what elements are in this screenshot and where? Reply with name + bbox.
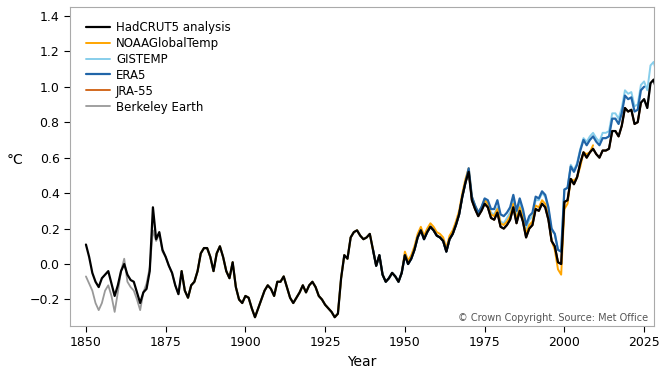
- ERA5: [503, 210, 511, 215]
- Berkeley Earth: [82, 274, 90, 279]
- NOAAGlobalTemp: [178, 269, 186, 273]
- HadCRUT5 analysis: [452, 223, 460, 227]
- ERA5: [385, 276, 393, 280]
- JRA-55: [589, 147, 597, 151]
- Berkeley Earth: [171, 283, 179, 288]
- Line: GISTEMP: GISTEMP: [182, 62, 657, 317]
- Line: Berkeley Earth: Berkeley Earth: [86, 30, 668, 317]
- GISTEMP: [251, 315, 259, 320]
- Text: © Crown Copyright. Source: Met Office: © Crown Copyright. Source: Met Office: [458, 313, 648, 323]
- Line: HadCRUT5 analysis: HadCRUT5 analysis: [86, 30, 668, 317]
- NOAAGlobalTemp: [395, 279, 403, 284]
- NOAAGlobalTemp: [356, 233, 364, 238]
- NOAAGlobalTemp: [589, 143, 597, 147]
- Y-axis label: °C: °C: [7, 153, 23, 167]
- GISTEMP: [509, 198, 517, 202]
- GISTEMP: [178, 269, 186, 273]
- JRA-55: [426, 224, 434, 229]
- X-axis label: Year: Year: [347, 355, 377, 369]
- Legend: HadCRUT5 analysis, NOAAGlobalTemp, GISTEMP, ERA5, JRA-55, Berkeley Earth: HadCRUT5 analysis, NOAAGlobalTemp, GISTE…: [81, 16, 235, 118]
- HadCRUT5 analysis: [535, 209, 543, 213]
- NOAAGlobalTemp: [484, 202, 492, 206]
- JRA-55: [452, 223, 460, 227]
- Line: JRA-55: JRA-55: [430, 103, 641, 264]
- NOAAGlobalTemp: [452, 219, 460, 224]
- ERA5: [580, 138, 588, 142]
- JRA-55: [637, 100, 645, 105]
- Berkeley Earth: [366, 232, 374, 236]
- ERA5: [640, 85, 648, 89]
- NOAAGlobalTemp: [503, 219, 511, 224]
- Berkeley Earth: [426, 224, 434, 229]
- Berkeley Earth: [452, 223, 460, 227]
- HadCRUT5 analysis: [82, 242, 90, 247]
- ERA5: [375, 253, 383, 258]
- GISTEMP: [650, 60, 658, 64]
- ERA5: [381, 279, 389, 284]
- Berkeley Earth: [251, 315, 259, 320]
- JRA-55: [557, 262, 565, 266]
- ERA5: [401, 253, 409, 258]
- NOAAGlobalTemp: [293, 296, 301, 300]
- HadCRUT5 analysis: [366, 232, 374, 236]
- JRA-55: [512, 221, 520, 226]
- Line: NOAAGlobalTemp: NOAAGlobalTemp: [182, 145, 593, 317]
- JRA-55: [522, 235, 530, 240]
- Berkeley Earth: [535, 209, 543, 213]
- HadCRUT5 analysis: [426, 224, 434, 229]
- NOAAGlobalTemp: [251, 315, 259, 320]
- GISTEMP: [430, 228, 438, 233]
- ERA5: [369, 247, 377, 252]
- Berkeley Earth: [627, 108, 635, 112]
- GISTEMP: [653, 72, 661, 77]
- JRA-55: [624, 109, 632, 114]
- GISTEMP: [449, 232, 457, 236]
- GISTEMP: [573, 161, 581, 165]
- JRA-55: [458, 194, 466, 199]
- HadCRUT5 analysis: [171, 283, 179, 288]
- HadCRUT5 analysis: [251, 315, 259, 320]
- ERA5: [602, 136, 610, 140]
- HadCRUT5 analysis: [627, 108, 635, 112]
- Line: ERA5: ERA5: [373, 87, 644, 282]
- GISTEMP: [337, 276, 345, 280]
- GISTEMP: [369, 247, 377, 252]
